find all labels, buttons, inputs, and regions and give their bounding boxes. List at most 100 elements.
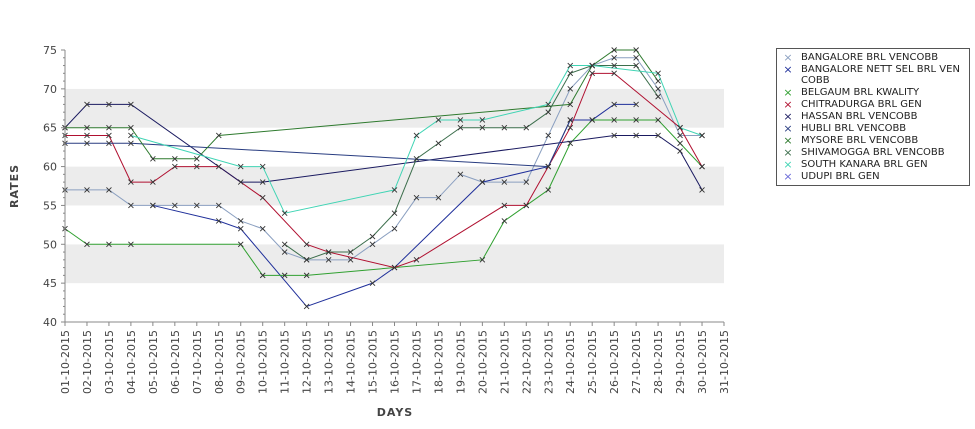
data-point xyxy=(325,249,332,255)
data-point xyxy=(611,101,617,108)
legend-item: × UDUPI BRL GEN xyxy=(777,170,969,182)
data-point xyxy=(193,163,200,170)
grid-band xyxy=(65,127,724,167)
data-point xyxy=(523,179,530,185)
data-point xyxy=(281,249,288,255)
data-point xyxy=(545,163,552,170)
x-tick-label: 05-10-2015 xyxy=(147,330,160,394)
legend-item: × SHIVAMOGGA BRL VENCOBB xyxy=(777,146,969,158)
x-tick-label: 03-10-2015 xyxy=(103,330,116,394)
data-point xyxy=(413,257,420,263)
data-point xyxy=(303,303,310,310)
data-point xyxy=(215,163,222,170)
data-point xyxy=(391,187,398,193)
data-point xyxy=(106,124,112,131)
legend-item: × SOUTH KANARA BRL GEN xyxy=(777,158,969,170)
x-tick-label: 09-10-2015 xyxy=(235,330,248,394)
data-point xyxy=(259,179,266,185)
legend-item: × CHITRADURGA BRL GEN xyxy=(777,98,969,110)
data-point xyxy=(479,124,486,131)
data-point xyxy=(413,132,420,139)
data-point xyxy=(567,62,574,69)
x-tick-label: 02-10-2015 xyxy=(81,330,94,394)
legend-marker-icon: × xyxy=(783,98,793,111)
x-tick-label: 16-10-2015 xyxy=(389,330,402,394)
y-tick-label: 50 xyxy=(43,238,57,251)
legend-label: UDUPI BRL GEN xyxy=(801,171,880,182)
data-point xyxy=(677,148,683,154)
legend-marker-icon: × xyxy=(783,63,793,76)
data-point xyxy=(281,241,288,248)
data-point xyxy=(567,124,574,131)
data-point xyxy=(106,187,112,193)
data-point xyxy=(84,101,90,108)
data-point xyxy=(128,132,134,139)
data-point xyxy=(215,202,222,209)
legend-item: × MYSORE BRL VENCOBB xyxy=(777,134,969,146)
data-point xyxy=(435,117,442,123)
data-point xyxy=(435,140,442,147)
data-point xyxy=(699,187,705,193)
data-point xyxy=(215,132,222,139)
x-tick-label: 19-10-2015 xyxy=(454,330,467,394)
data-point xyxy=(84,124,90,131)
data-point xyxy=(457,124,464,131)
data-point xyxy=(655,78,661,84)
data-point xyxy=(567,140,574,147)
x-tick-label: 13-10-2015 xyxy=(323,330,336,394)
data-point xyxy=(391,225,398,232)
legend-item: × BANGALORE NETT SEL BRL VENCOBB xyxy=(777,63,969,86)
data-point xyxy=(567,117,574,123)
data-point xyxy=(369,233,376,240)
y-tick-label: 65 xyxy=(43,122,57,135)
data-point xyxy=(699,163,705,170)
data-point xyxy=(611,132,617,139)
data-point xyxy=(545,109,552,115)
x-tick-label: 06-10-2015 xyxy=(169,330,182,394)
data-point xyxy=(611,62,617,69)
y-tick-labels: 40 45 50 55 60 65 70 75 xyxy=(43,44,57,329)
x-tick-label: 20-10-2015 xyxy=(476,330,489,394)
data-point xyxy=(457,171,464,178)
legend-label: HUBLI BRL VENCOBB xyxy=(801,123,907,134)
legend-label: BELGAUM BRL KWALITY xyxy=(801,87,920,98)
legend-label: HASSAN BRL VENCOBB xyxy=(801,111,918,122)
data-point xyxy=(325,257,332,263)
data-point xyxy=(303,272,310,279)
x-tick-label: 21-10-2015 xyxy=(498,330,511,394)
x-tick-label: 14-10-2015 xyxy=(345,330,358,394)
data-point xyxy=(237,241,244,248)
y-tick-label: 60 xyxy=(43,161,57,174)
data-point xyxy=(633,54,639,61)
x-tick-label: 29-10-2015 xyxy=(674,330,687,394)
legend-item: × BANGALORE BRL VENCOBB xyxy=(777,51,969,63)
x-tick-label: 15-10-2015 xyxy=(367,330,380,394)
y-axis-title: RATES xyxy=(8,164,21,208)
data-point xyxy=(677,140,683,147)
x-tick-label: 10-10-2015 xyxy=(257,330,270,394)
data-point xyxy=(128,241,134,248)
x-tick-label: 27-10-2015 xyxy=(630,330,643,394)
legend-item: × BELGAUM BRL KWALITY xyxy=(777,86,969,98)
grid-band xyxy=(65,88,724,128)
data-point xyxy=(347,257,354,263)
data-point xyxy=(589,62,596,69)
data-point xyxy=(567,86,574,92)
data-point xyxy=(545,187,552,193)
data-point xyxy=(84,241,90,248)
y-tick-label: 75 xyxy=(43,44,57,57)
data-point xyxy=(435,194,442,201)
data-point xyxy=(413,155,420,162)
x-tick-label: 08-10-2015 xyxy=(213,330,226,394)
data-point xyxy=(128,124,134,131)
legend-label: BANGALORE NETT SEL BRL VENCOBB xyxy=(801,64,960,86)
x-tick-label: 07-10-2015 xyxy=(191,330,204,394)
data-point xyxy=(633,101,639,108)
legend-marker-icon: × xyxy=(783,86,793,99)
data-point xyxy=(589,70,596,77)
x-tick-label: 12-10-2015 xyxy=(301,330,314,394)
data-point xyxy=(281,272,288,279)
data-point xyxy=(567,70,574,77)
data-point xyxy=(699,132,705,139)
